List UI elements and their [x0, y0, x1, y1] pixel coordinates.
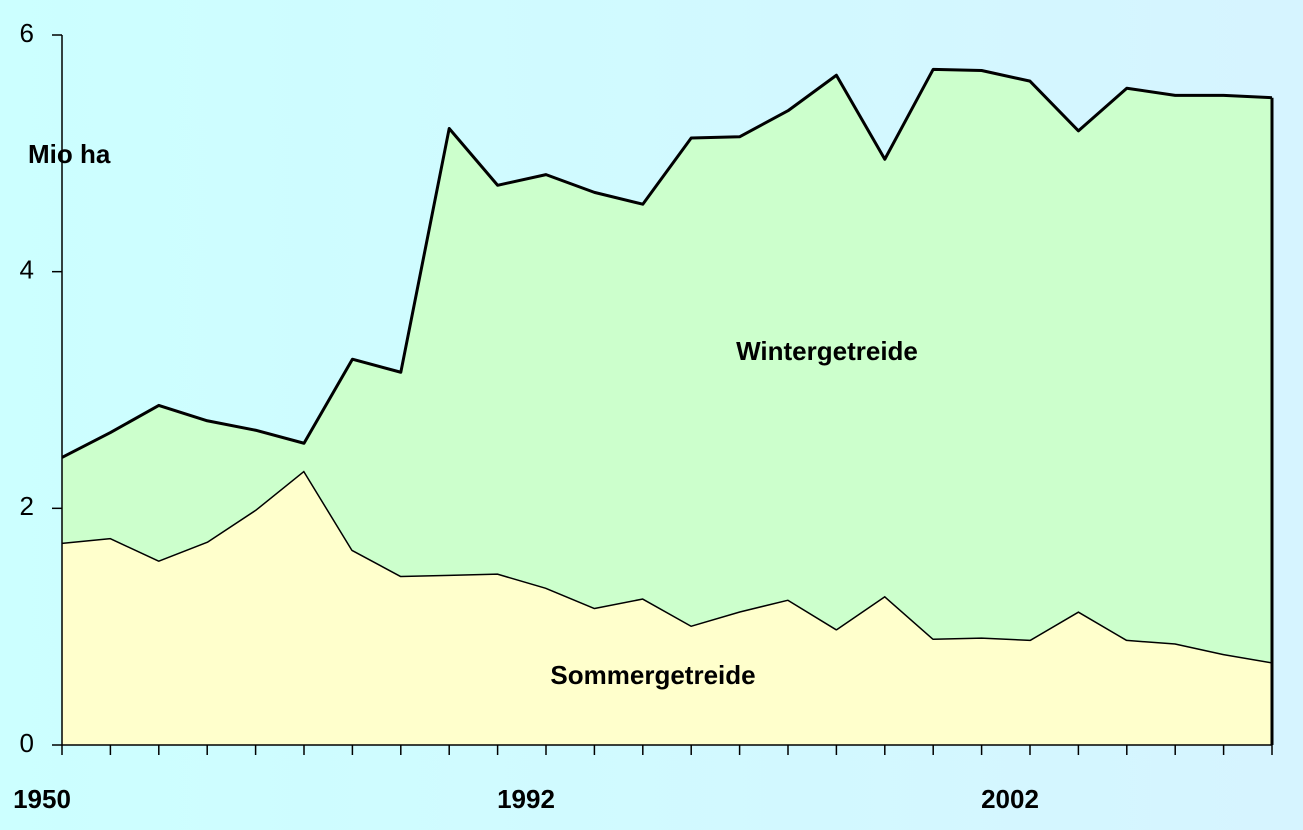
- y-tick-label: 4: [20, 255, 34, 285]
- x-tick-label: 1950: [13, 784, 71, 814]
- area: [62, 69, 1272, 663]
- y-tick-label: 6: [20, 18, 34, 48]
- y-tick-label: 2: [20, 491, 34, 521]
- series-label: Sommergetreide: [550, 660, 755, 690]
- series-label: Wintergetreide: [736, 336, 918, 366]
- area-line: [61, 67, 1273, 459]
- x-tick-label: 1992: [497, 784, 555, 814]
- area: [62, 470, 1272, 745]
- x-tick-label: 2002: [981, 784, 1039, 814]
- y-axis-label: Mio ha: [28, 139, 111, 169]
- plot: [61, 67, 1274, 745]
- y-tick-label: 0: [20, 728, 34, 758]
